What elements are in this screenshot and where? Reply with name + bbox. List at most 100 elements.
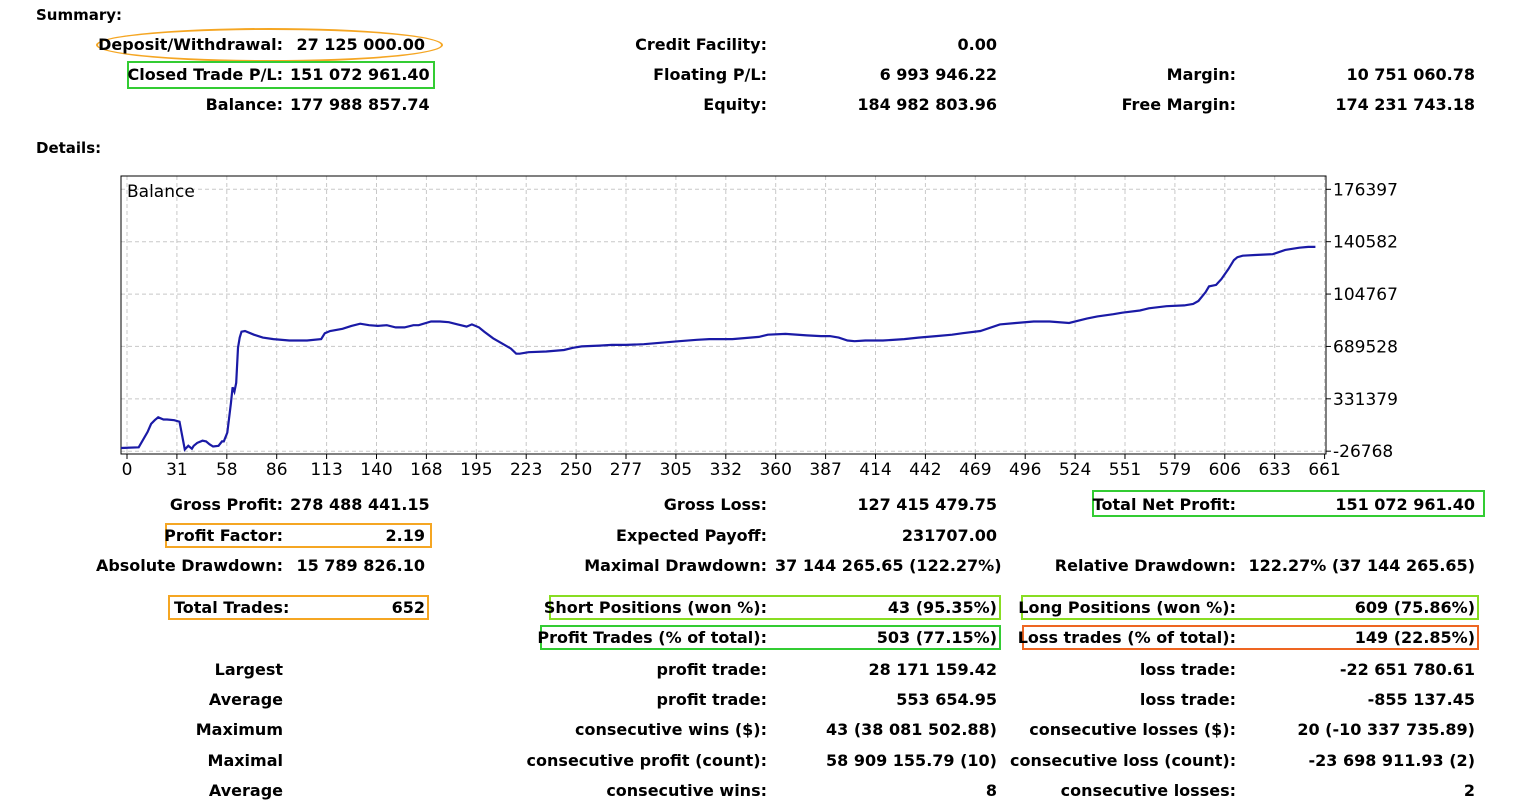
free-margin-label: Free Margin:: [1121, 95, 1236, 114]
x-tick-label: 277: [610, 460, 642, 480]
avg-consec-wins-value: 8: [985, 781, 997, 800]
deposit-value: 27 125 000.00: [296, 35, 425, 54]
x-tick-label: 86: [266, 460, 288, 480]
x-tick-label: 469: [959, 460, 991, 480]
gross-profit-label: Gross Profit:: [169, 495, 283, 514]
closed-pl-highlight: [127, 61, 435, 89]
avg-consec-losses-label: consecutive losses:: [1060, 781, 1236, 800]
long-positions-highlight: [1021, 595, 1479, 620]
closed-pl-label: Closed Trade P/L:: [127, 65, 284, 84]
details-heading: Details:: [36, 139, 102, 157]
loss-trades-label: Loss trades (% of total):: [1017, 628, 1236, 647]
profit-trades-value: 503 (77.15%): [876, 628, 997, 647]
maximal-consec-loss-label: consecutive loss (count):: [1010, 751, 1237, 770]
margin-value: 10 751 060.78: [1346, 65, 1475, 84]
largest-loss-label: loss trade:: [1139, 660, 1236, 679]
chart-grid: [121, 176, 1326, 454]
average-label: Average: [208, 690, 283, 709]
loss-trades-highlight: [1022, 625, 1479, 650]
x-tick-label: 195: [460, 460, 492, 480]
maximal-consec-loss-value: -23 698 911.93 (2): [1308, 751, 1475, 770]
x-tick-label: 168: [410, 460, 442, 480]
x-tick-label: 305: [660, 460, 692, 480]
average-profit-value: 553 654.95: [896, 690, 997, 709]
long-positions-label: Long Positions (won %):: [1018, 598, 1236, 617]
profit-factor-value: 2.19: [385, 526, 425, 545]
x-tick-label: 0: [122, 460, 133, 480]
average-loss-value: -855 137.45: [1367, 690, 1475, 709]
total-trades-highlight: [168, 595, 429, 620]
relative-drawdown-label: Relative Drawdown:: [1054, 556, 1236, 575]
gross-loss-value: 127 415 479.75: [857, 495, 997, 514]
chart-title: Balance: [127, 182, 195, 202]
average-profit-label: profit trade:: [656, 690, 767, 709]
y-tick-label: 140582: [1333, 233, 1398, 253]
short-positions-label: Short Positions (won %):: [543, 598, 767, 617]
balance-series-line: [120, 245, 1316, 452]
short-positions-highlight: [549, 595, 1001, 620]
total-net-profit-value: 151 072 961.40: [1335, 495, 1475, 514]
y-tick-label: 104767: [1333, 285, 1398, 305]
x-tick-label: 113: [310, 460, 342, 480]
free-margin-value: 174 231 743.18: [1335, 95, 1475, 114]
equity-label: Equity:: [703, 95, 767, 114]
maximum-label: Maximum: [195, 720, 283, 739]
avg-consec-losses-value: 2: [1463, 781, 1475, 800]
x-tick-label: 496: [1009, 460, 1041, 480]
x-tick-label: 387: [809, 460, 841, 480]
expected-payoff-label: Expected Payoff:: [616, 526, 767, 545]
profit-factor-label: Profit Factor:: [164, 526, 283, 545]
margin-label: Margin:: [1166, 65, 1236, 84]
profit-trades-label: Profit Trades (% of total):: [537, 628, 767, 647]
deposit-label: Deposit/Withdrawal:: [98, 35, 283, 54]
gross-profit-value: 278 488 441.15: [290, 495, 430, 514]
x-tick-label: 551: [1109, 460, 1141, 480]
chart-ticks: 0 31 58 86 113 140 168 195 223 250 277 305 332 360 387…: [122, 180, 1398, 480]
total-trades-value: 652: [391, 598, 425, 617]
largest-profit-value: 28 171 159.42: [868, 660, 997, 679]
x-tick-label: 524: [1059, 460, 1091, 480]
x-tick-label: 31: [166, 460, 188, 480]
max-consec-losses-label: consecutive losses ($):: [1029, 720, 1236, 739]
maximal-consec-profit-value: 58 909 155.79 (10): [825, 751, 997, 770]
x-tick-label: 223: [510, 460, 542, 480]
balance-label: Balance:: [205, 95, 283, 114]
expected-payoff-value: 231707.00: [901, 526, 997, 545]
floating-pl-label: Floating P/L:: [653, 65, 767, 84]
chart-plot-frame: [120, 175, 1327, 455]
x-tick-label: 332: [710, 460, 742, 480]
average-loss-label: loss trade:: [1139, 690, 1236, 709]
x-tick-label: 414: [859, 460, 891, 480]
credit-facility-value: 0.00: [957, 35, 997, 54]
y-tick-label: -26768: [1333, 442, 1393, 462]
x-tick-label: 579: [1159, 460, 1191, 480]
largest-loss-value: -22 651 780.61: [1339, 660, 1475, 679]
largest-label: Largest: [214, 660, 283, 679]
max-consec-wins-value: 43 (38 081 502.88): [825, 720, 997, 739]
x-tick-label: 661: [1308, 460, 1340, 480]
avg-consec-wins-label: consecutive wins:: [606, 781, 767, 800]
short-positions-value: 43 (95.35%): [887, 598, 997, 617]
total-net-profit-label: Total Net Profit:: [1092, 495, 1236, 514]
x-tick-label: 58: [216, 460, 238, 480]
max-consec-wins-label: consecutive wins ($):: [574, 720, 767, 739]
relative-drawdown-value: 122.27% (37 144 265.65): [1248, 556, 1475, 575]
summary-heading: Summary:: [36, 6, 123, 24]
profit-factor-highlight: [165, 523, 432, 548]
x-tick-label: 250: [560, 460, 592, 480]
y-tick-label: 331379: [1333, 390, 1398, 410]
closed-pl-value: 151 072 961.40: [290, 65, 430, 84]
y-tick-label: 689528: [1333, 337, 1398, 357]
credit-facility-label: Credit Facility:: [635, 35, 767, 54]
absolute-drawdown-label: Absolute Drawdown:: [95, 556, 283, 575]
long-positions-value: 609 (75.86%): [1354, 598, 1475, 617]
total-trades-label: Total Trades:: [174, 598, 290, 617]
x-tick-label: 140: [360, 460, 392, 480]
y-tick-label: 176397: [1333, 180, 1398, 200]
floating-pl-value: 6 993 946.22: [879, 65, 997, 84]
x-tick-label: 442: [909, 460, 941, 480]
max-consec-losses-value: 20 (-10 337 735.89): [1297, 720, 1475, 739]
maximal-drawdown-label: Maximal Drawdown:: [584, 556, 767, 575]
x-tick-label: 633: [1258, 460, 1290, 480]
